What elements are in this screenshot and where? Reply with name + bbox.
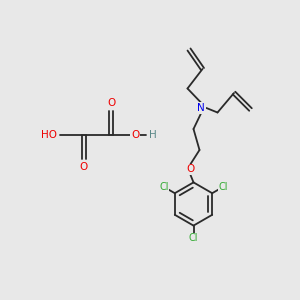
Text: O: O xyxy=(80,161,88,172)
Text: O: O xyxy=(107,98,115,109)
Text: O: O xyxy=(186,164,195,175)
Text: H: H xyxy=(148,130,156,140)
Text: Cl: Cl xyxy=(218,182,228,192)
Text: Cl: Cl xyxy=(189,233,198,243)
Text: HO: HO xyxy=(41,130,58,140)
Text: O: O xyxy=(131,130,139,140)
Text: Cl: Cl xyxy=(159,182,169,192)
Text: N: N xyxy=(197,103,205,113)
